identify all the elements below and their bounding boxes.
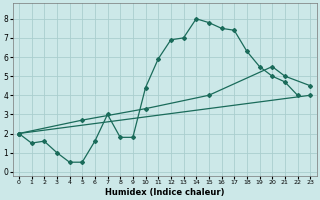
X-axis label: Humidex (Indice chaleur): Humidex (Indice chaleur) bbox=[105, 188, 224, 197]
